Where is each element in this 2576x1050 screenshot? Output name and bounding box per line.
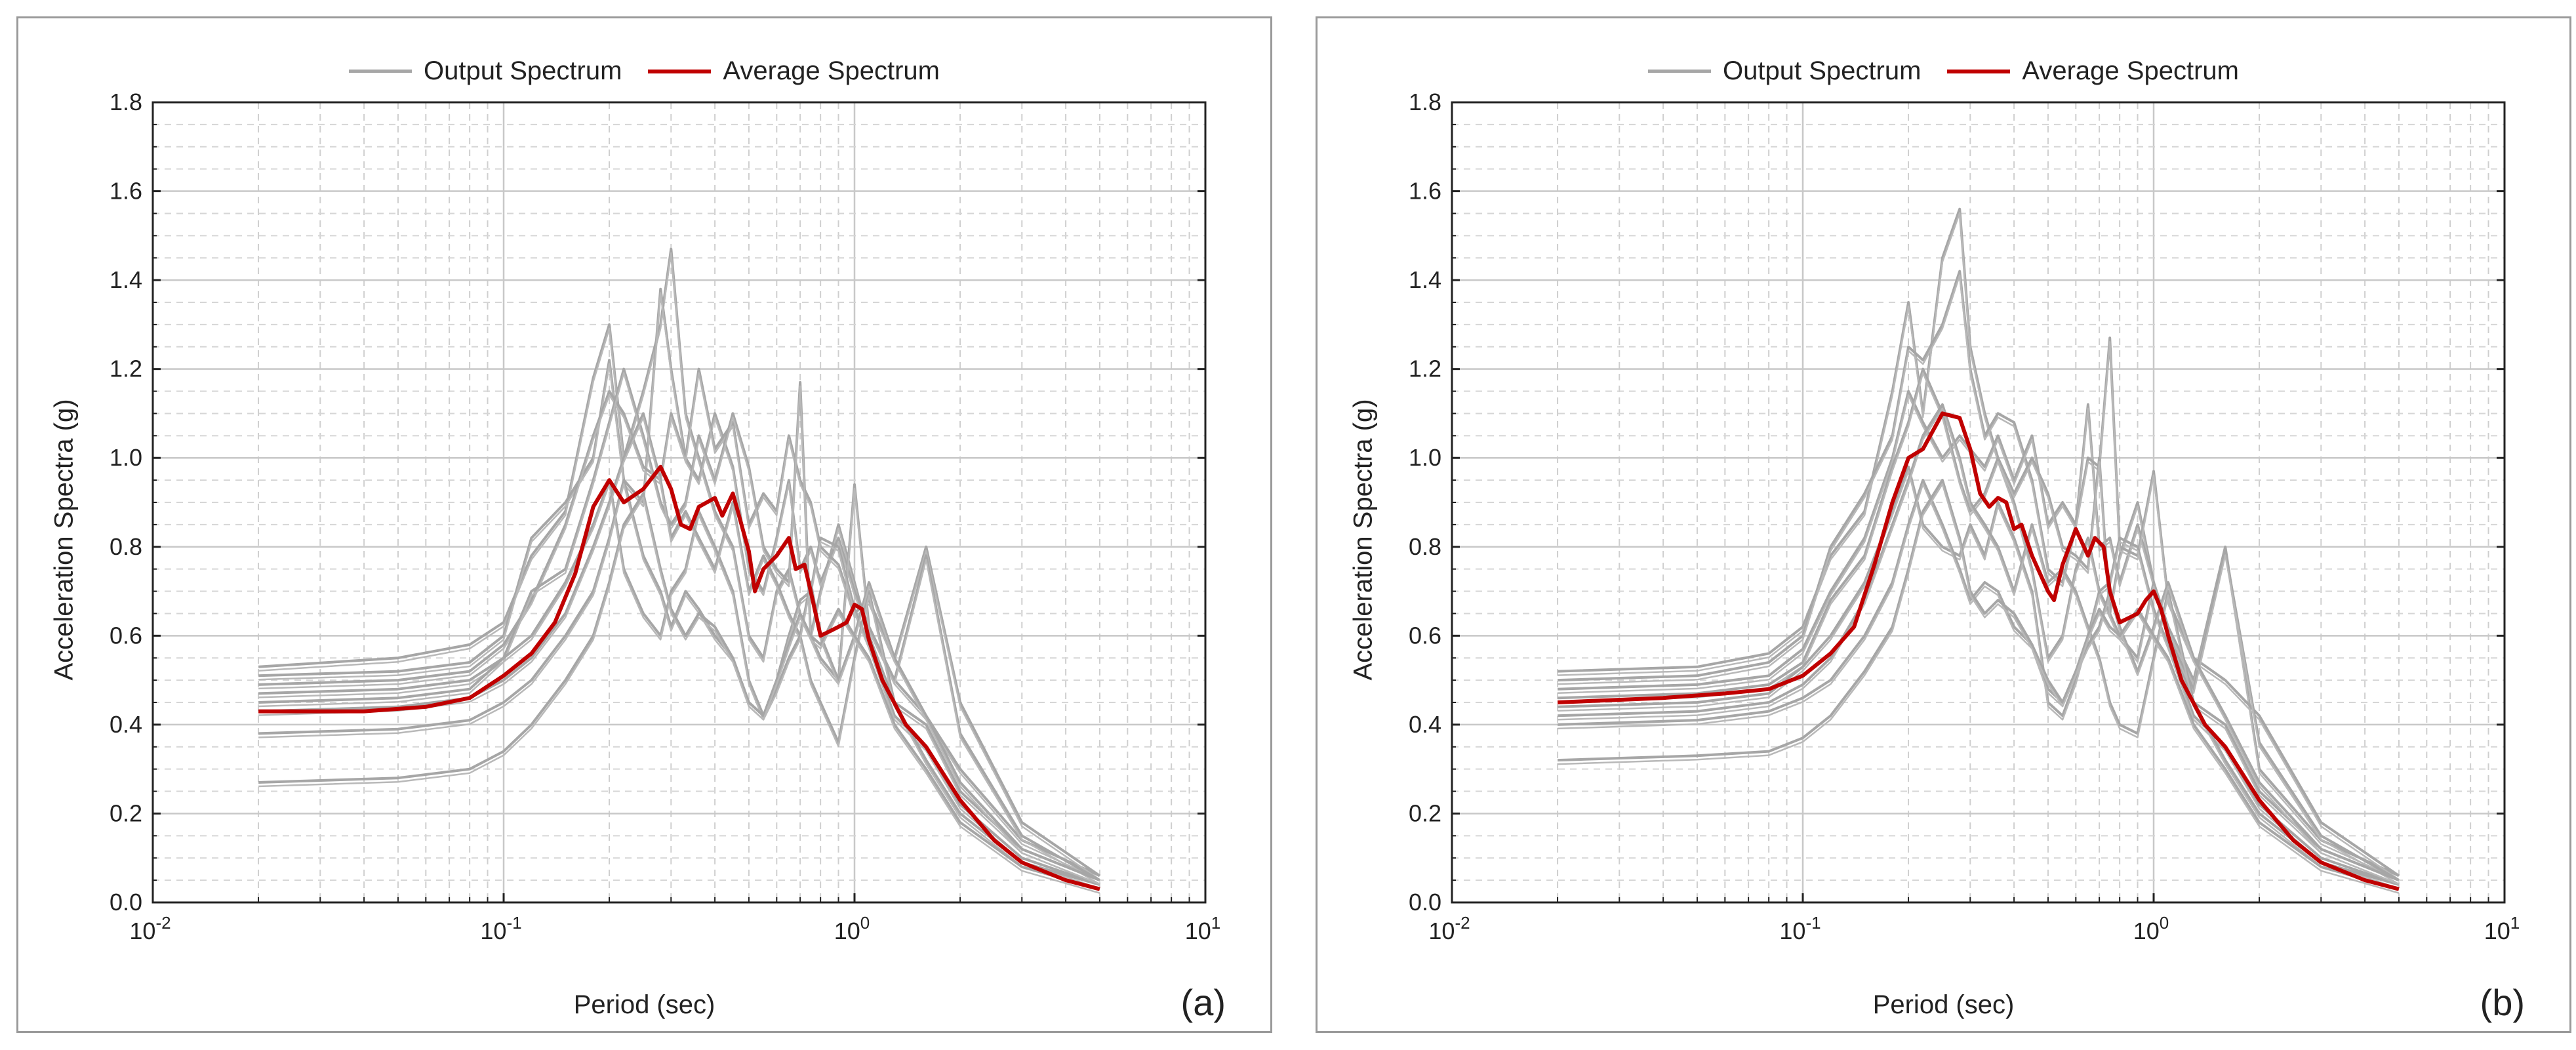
series-line-output-5-b <box>258 483 1100 890</box>
y-tick-label: 0.0 <box>110 889 142 916</box>
y-tick-label: 0.0 <box>1409 889 1441 916</box>
x-tick-exponent: -1 <box>506 913 521 933</box>
chart-a-legend: Output Spectrum Average Spectrum <box>18 56 1270 86</box>
y-tick-label: 0.6 <box>110 622 142 649</box>
series-line-output-4-b <box>258 372 1100 885</box>
series-line-output-5-b <box>1558 470 2400 890</box>
legend-swatch-average <box>1947 69 2011 73</box>
series-line-average <box>1557 411 2400 891</box>
legend-label-output: Output Spectrum <box>1723 56 1922 85</box>
y-tick-label: 0.4 <box>1409 711 1441 738</box>
series-line-output-6 <box>258 412 1100 886</box>
y-tick-label: 1.4 <box>110 266 142 293</box>
y-tick-label: 1.8 <box>110 89 142 115</box>
x-tick-exponent: 0 <box>860 913 870 933</box>
legend-item-output: Output Spectrum <box>1648 56 1921 86</box>
y-tick-label: 0.8 <box>1409 533 1441 560</box>
y-tick-label: 1.6 <box>110 178 142 205</box>
legend-item-average: Average Spectrum <box>1947 56 2239 86</box>
y-axis-label: Acceleration Spectra (g) <box>1348 399 1378 681</box>
x-tick-exponent: 1 <box>2510 913 2520 933</box>
series-group <box>258 247 1101 894</box>
legend-label-average: Average Spectrum <box>2022 56 2239 85</box>
panel-label: (b) <box>2480 982 2525 1023</box>
axes: 0.00.20.40.60.81.01.21.41.61.810-2 10-1 10… <box>110 89 1220 944</box>
y-tick-label: 1.6 <box>1409 178 1441 205</box>
y-axis-label: Acceleration Spectra (g) <box>49 399 79 681</box>
series-line-output-3-b <box>1558 340 2400 881</box>
y-tick-label: 1.2 <box>110 355 142 382</box>
x-tick-label: 101 <box>2484 913 2520 944</box>
x-axis-label-text: Period (sec) <box>1872 990 2015 1019</box>
chart-a-plot: 0.00.20.40.60.81.01.21.41.61.810-2 10-1 10… <box>110 89 1220 944</box>
legend-swatch-output <box>1648 70 1712 73</box>
series-line-output-3 <box>258 367 1101 877</box>
panel-label: (a) <box>1180 982 1226 1023</box>
x-tick-label: 10-1 <box>480 913 521 944</box>
series-line-output-6-b <box>258 416 1100 890</box>
x-axis-label-text: Period (sec) <box>573 990 715 1019</box>
chart-b-plot: 0.00.20.40.60.81.01.21.41.61.810-2 10-1 10… <box>1409 89 2520 944</box>
x-tick-label: 10-2 <box>129 913 171 944</box>
series-line-average <box>258 464 1100 891</box>
y-tick-label: 1.0 <box>110 444 142 471</box>
series-line-output-8-b <box>1558 483 2400 894</box>
series-line-output-2-b <box>1558 274 2400 881</box>
chart-panel-b: 0.0 0.2 0.4 0.6 0.8 1.0 1.2 1.4 1.6 1.8 10-2 10-1 10… <box>1316 16 2571 1033</box>
x-tick-label: 100 <box>834 913 870 944</box>
x-tick-label: 101 <box>1185 913 1221 944</box>
y-tick-label: 1.0 <box>1409 444 1441 471</box>
x-tick-label: 100 <box>2133 913 2169 944</box>
grid <box>151 101 1207 904</box>
x-tick-exponent: 0 <box>2160 913 2169 933</box>
legend-label-average: Average Spectrum <box>723 56 940 85</box>
x-tick-exponent: -1 <box>1805 913 1821 933</box>
x-tick-label: 10-2 <box>1428 913 1470 944</box>
series-group <box>1557 207 2400 894</box>
y-tick-label: 0.6 <box>1409 622 1441 649</box>
series-line-output-3-b <box>258 372 1100 881</box>
y-tick-label: 1.2 <box>1409 355 1441 382</box>
legend-item-average: Average Spectrum <box>648 56 940 86</box>
legend-swatch-output <box>349 70 413 73</box>
y-tick-label: 0.4 <box>110 711 142 738</box>
x-tick-label: 10-1 <box>1779 913 1821 944</box>
legend-item-output: Output Spectrum <box>349 56 622 86</box>
x-axis-label: Period (sec) <box>18 990 1270 1020</box>
legend-label-output: Output Spectrum <box>424 56 622 85</box>
y-tick-label: 1.8 <box>1409 89 1441 115</box>
y-tick-label: 1.4 <box>1409 266 1441 293</box>
y-tick-label: 0.2 <box>110 799 142 826</box>
legend-swatch-average <box>648 69 712 73</box>
series-line-output-6-b <box>1558 407 2400 890</box>
series-line-output-2 <box>1558 270 2400 878</box>
x-axis-label: Period (sec) <box>1318 990 2569 1020</box>
series-line-output-8-b <box>258 496 1100 894</box>
series-line-output-5 <box>1558 465 2400 886</box>
x-tick-exponent: 1 <box>1211 913 1220 933</box>
chart-panel-a: 0.0 0.2 0.4 0.6 0.8 1.0 1.2 1.4 1.6 1.8 10-2 10-1 10… <box>16 16 1272 1033</box>
chart-b-legend: Output Spectrum Average Spectrum <box>1318 56 2569 86</box>
x-tick-exponent: -2 <box>1455 913 1470 933</box>
y-tick-label: 0.8 <box>110 533 142 560</box>
series-line-output-8 <box>258 492 1100 891</box>
axes: 0.00.20.40.60.81.01.21.41.61.810-2 10-1 10… <box>1409 89 2520 944</box>
series-line-output-8 <box>1558 479 2400 891</box>
x-tick-exponent: -2 <box>155 913 171 933</box>
y-tick-label: 0.2 <box>1409 799 1441 826</box>
